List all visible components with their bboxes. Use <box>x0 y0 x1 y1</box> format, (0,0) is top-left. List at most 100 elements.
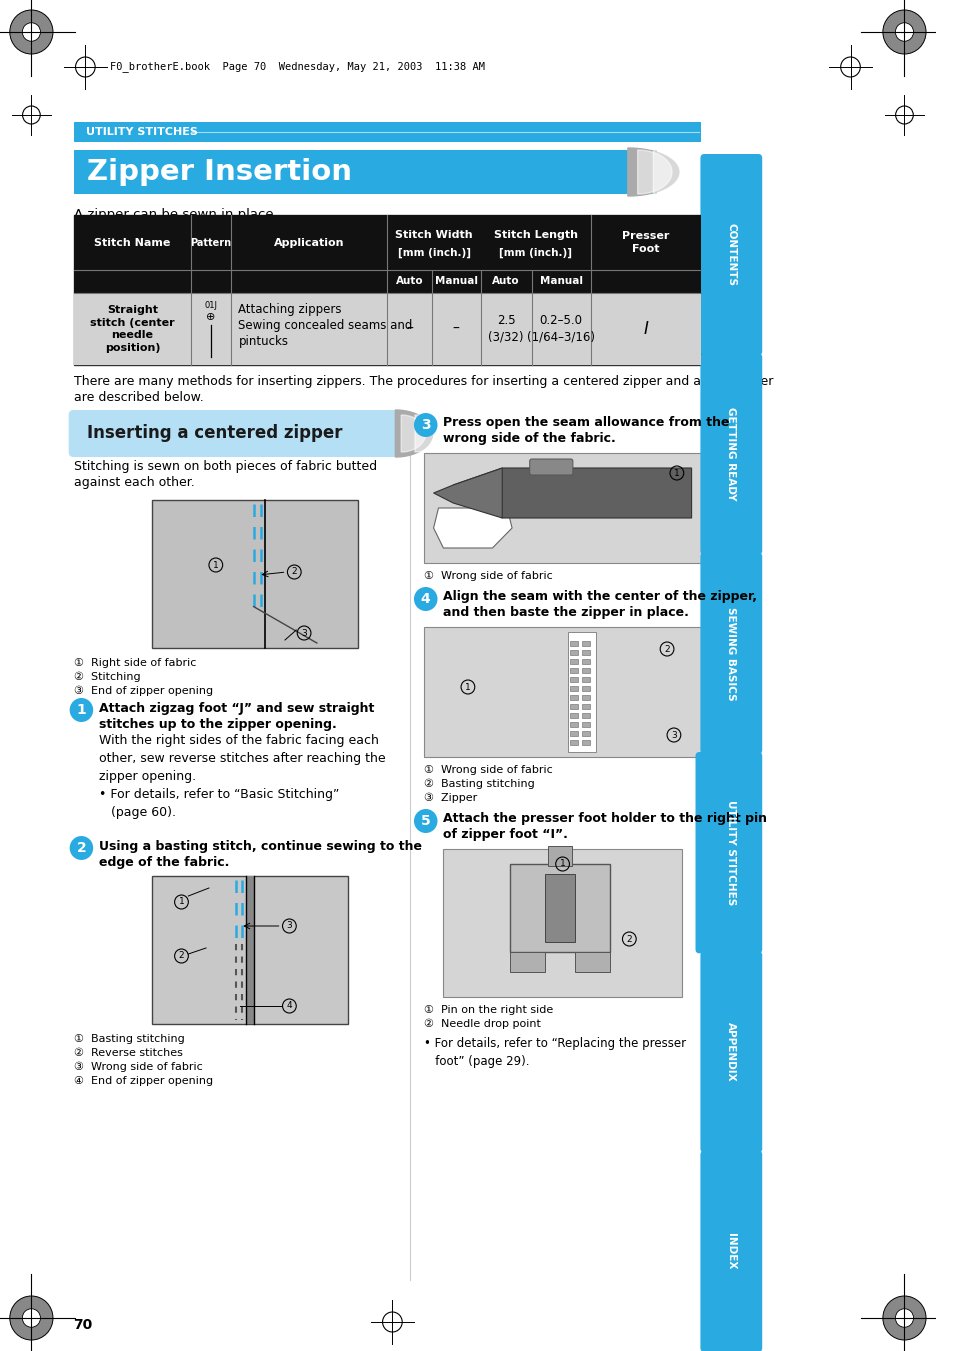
Bar <box>570 667 578 673</box>
Circle shape <box>895 23 913 42</box>
Bar <box>570 704 578 709</box>
Text: Align the seam with the center of the zipper,: Align the seam with the center of the zi… <box>443 590 757 603</box>
Text: ⊕: ⊕ <box>206 312 215 322</box>
Text: INDEX: INDEX <box>725 1233 736 1270</box>
Text: Manual: Manual <box>435 277 477 286</box>
Text: and then baste the zipper in place.: and then baste the zipper in place. <box>443 607 689 619</box>
Text: 1: 1 <box>76 703 86 717</box>
Bar <box>581 650 589 655</box>
Bar <box>570 650 578 655</box>
Text: stitches up to the zipper opening.: stitches up to the zipper opening. <box>99 717 336 731</box>
Text: 1: 1 <box>213 561 218 570</box>
Text: ①  Basting stitching: ① Basting stitching <box>73 1034 184 1044</box>
Bar <box>570 686 578 690</box>
Bar <box>443 848 681 997</box>
Circle shape <box>22 23 40 42</box>
Text: ①  Right side of fabric: ① Right side of fabric <box>73 658 195 667</box>
Bar <box>73 122 700 142</box>
Text: pintucks: pintucks <box>238 335 288 349</box>
Circle shape <box>882 1296 925 1340</box>
Text: 3: 3 <box>286 921 292 931</box>
Text: 2.5
(3/32): 2.5 (3/32) <box>488 315 523 343</box>
Bar <box>570 659 578 663</box>
Bar <box>570 694 578 700</box>
FancyBboxPatch shape <box>700 553 761 754</box>
Text: against each other.: against each other. <box>73 476 194 489</box>
Bar <box>570 677 578 682</box>
Text: CONTENTS: CONTENTS <box>725 223 736 286</box>
Bar <box>510 952 544 971</box>
FancyBboxPatch shape <box>700 154 761 355</box>
Polygon shape <box>401 415 425 453</box>
Text: ②  Basting stitching: ② Basting stitching <box>423 780 534 789</box>
Text: UTILITY STITCHES: UTILITY STITCHES <box>86 127 198 136</box>
FancyBboxPatch shape <box>700 951 761 1152</box>
Bar <box>423 453 700 563</box>
Polygon shape <box>433 508 512 549</box>
Text: 2: 2 <box>178 951 184 961</box>
Text: Attaching zippers: Attaching zippers <box>238 303 341 316</box>
Text: UTILITY STITCHES: UTILITY STITCHES <box>725 800 736 905</box>
Text: ③  End of zipper opening: ③ End of zipper opening <box>73 686 213 696</box>
Text: ④  End of zipper opening: ④ End of zipper opening <box>73 1075 213 1086</box>
Text: ③  Wrong side of fabric: ③ Wrong side of fabric <box>73 1062 202 1073</box>
Bar <box>581 686 589 690</box>
Text: Manual: Manual <box>539 277 582 286</box>
Text: 70: 70 <box>73 1319 92 1332</box>
Text: Stitch Width: Stitch Width <box>395 230 473 240</box>
Text: 1: 1 <box>178 897 184 907</box>
Text: 3: 3 <box>670 731 676 739</box>
Circle shape <box>414 809 437 834</box>
Circle shape <box>10 9 53 54</box>
Text: Auto: Auto <box>492 277 519 286</box>
Text: 2: 2 <box>292 567 296 577</box>
FancyBboxPatch shape <box>529 459 573 476</box>
Bar <box>570 713 578 717</box>
Text: 2: 2 <box>626 935 632 943</box>
Bar <box>581 640 589 646</box>
Bar <box>581 659 589 663</box>
Text: 3: 3 <box>420 417 430 432</box>
Text: Presser
Foot: Presser Foot <box>621 231 669 254</box>
Text: ②  Reverse stitches: ② Reverse stitches <box>73 1048 182 1058</box>
Bar <box>544 874 575 942</box>
Bar <box>581 694 589 700</box>
Text: F0_brotherE.book  Page 70  Wednesday, May 21, 2003  11:38 AM: F0_brotherE.book Page 70 Wednesday, May … <box>110 62 484 73</box>
Text: ①  Wrong side of fabric: ① Wrong side of fabric <box>423 571 552 581</box>
Polygon shape <box>637 150 671 195</box>
Circle shape <box>414 586 437 611</box>
Text: ②  Stitching: ② Stitching <box>73 671 140 682</box>
Bar <box>570 731 578 736</box>
Circle shape <box>22 1309 40 1327</box>
Text: wrong side of the fabric.: wrong side of the fabric. <box>443 432 616 444</box>
Text: 1: 1 <box>464 682 471 692</box>
Text: are described below.: are described below. <box>73 390 203 404</box>
Text: I: I <box>643 320 648 338</box>
Bar <box>581 731 589 736</box>
Circle shape <box>70 836 93 861</box>
Bar <box>581 713 589 717</box>
Text: GETTING READY: GETTING READY <box>725 407 736 501</box>
Bar <box>570 740 578 744</box>
Circle shape <box>70 698 93 721</box>
Text: A zipper can be sewn in place.: A zipper can be sewn in place. <box>73 208 277 222</box>
Bar <box>73 293 700 365</box>
Polygon shape <box>415 415 439 453</box>
Text: Zipper Insertion: Zipper Insertion <box>88 158 352 186</box>
Text: ①  Wrong side of fabric: ① Wrong side of fabric <box>423 765 552 775</box>
Bar <box>152 875 348 1024</box>
Text: ②  Needle drop point: ② Needle drop point <box>423 1019 540 1029</box>
FancyBboxPatch shape <box>695 753 761 954</box>
Polygon shape <box>627 149 679 196</box>
FancyBboxPatch shape <box>700 354 761 555</box>
Text: Pattern: Pattern <box>191 238 232 247</box>
Text: 1: 1 <box>673 469 679 477</box>
Text: There are many methods for inserting zippers. The procedures for inserting a cen: There are many methods for inserting zip… <box>73 376 772 388</box>
Text: APPENDIX: APPENDIX <box>725 1023 736 1082</box>
Circle shape <box>414 413 437 436</box>
Text: 4: 4 <box>286 1001 292 1011</box>
Text: –: – <box>453 322 459 336</box>
Bar <box>581 704 589 709</box>
Text: [mm (inch.)]: [mm (inch.)] <box>397 247 470 258</box>
Text: Inserting a centered zipper: Inserting a centered zipper <box>88 424 342 443</box>
